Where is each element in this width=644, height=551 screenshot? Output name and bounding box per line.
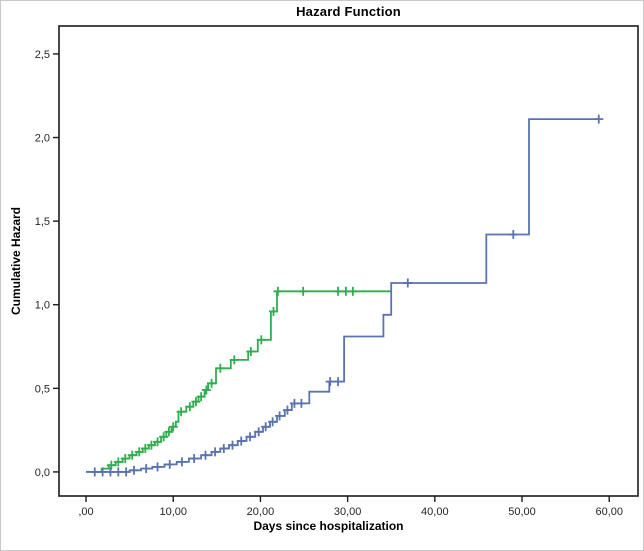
x-tick-label: ,00 (78, 506, 93, 518)
x-tick-label: 60,00 (595, 506, 623, 518)
x-tick-label: 50,00 (508, 506, 536, 518)
y-tick-label: 1,0 (35, 300, 50, 312)
y-tick-label: 2,5 (35, 49, 50, 61)
curve-blue-group (86, 118, 599, 473)
y-tick-label: 0,0 (35, 467, 50, 479)
x-axis-title: Days since hospitalization (253, 519, 404, 533)
plot-frame (58, 25, 639, 497)
y-tick-label: 1,5 (35, 216, 50, 228)
x-tick-label: 30,00 (334, 506, 362, 518)
chart-title: Hazard Function (296, 4, 401, 19)
y-tick-label: 0,5 (35, 383, 50, 395)
x-tick-label: 20,00 (247, 506, 275, 518)
y-tick-label: 2,0 (35, 133, 50, 145)
x-tick-label: 40,00 (421, 506, 449, 518)
x-tick-label: 10,00 (159, 506, 187, 518)
